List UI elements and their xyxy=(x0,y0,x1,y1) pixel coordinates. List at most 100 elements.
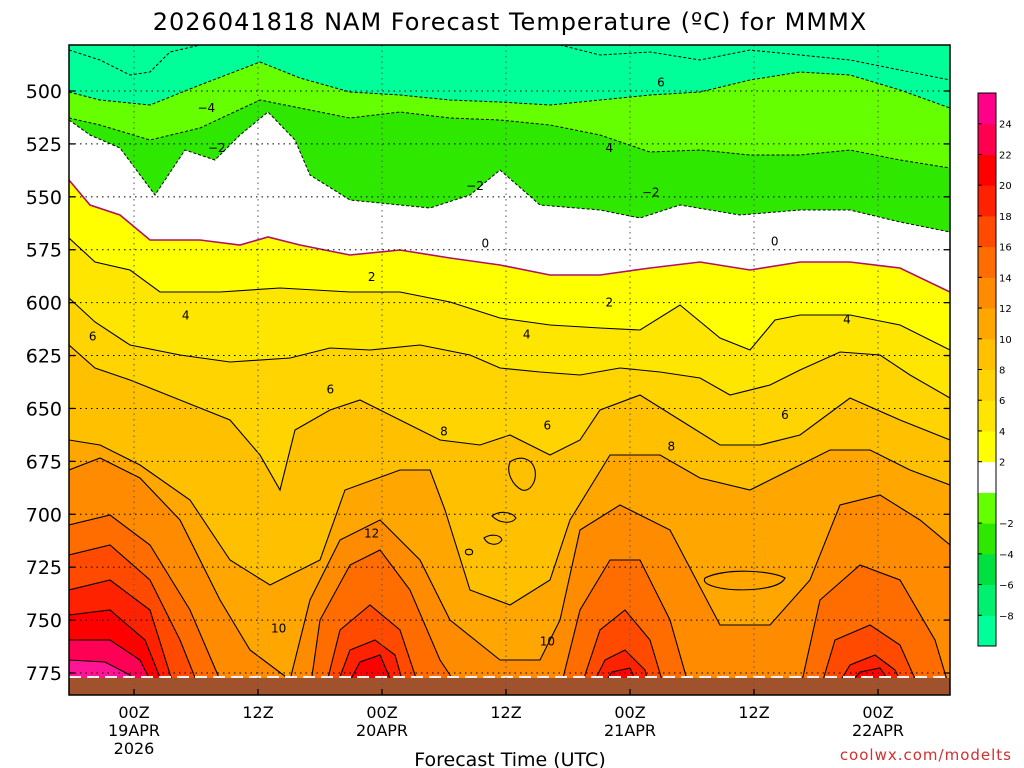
colorbar-label-13: −4 xyxy=(999,550,1014,561)
contour-label-12: 4 xyxy=(843,313,851,327)
y-tick-label-525: 525 xyxy=(26,134,62,156)
contour-2 xyxy=(69,237,950,351)
y-tick-label-675: 675 xyxy=(26,451,62,473)
y-tick-label-625: 625 xyxy=(26,346,62,368)
contour-label-11: 4 xyxy=(523,327,531,341)
contour-12 xyxy=(69,514,950,691)
colorbar-label-10: 4 xyxy=(999,427,1005,438)
band-fill-10-12 xyxy=(69,458,950,695)
contour-8-island-4 xyxy=(464,548,474,556)
contour-8 xyxy=(69,439,950,606)
x-axis-label: Forecast Time (UTC) xyxy=(414,749,605,768)
colorbar-label-8: 8 xyxy=(999,366,1005,377)
colorbar-swatch-1 xyxy=(978,584,996,616)
contour-label-14: 6 xyxy=(327,382,335,396)
colorbar-swatch-3 xyxy=(978,523,996,555)
x-tick-label-3: 12Z xyxy=(490,703,521,722)
contour-label-1: −4 xyxy=(197,101,215,115)
colorbar-swatch-10 xyxy=(978,308,996,340)
y-tick-label-775: 775 xyxy=(26,663,62,685)
contour-zero xyxy=(69,179,950,293)
colorbar-label-15: −8 xyxy=(999,611,1014,622)
colorbar-swatch-9 xyxy=(978,338,996,370)
contour-8-island-3 xyxy=(483,534,503,545)
colorbar-label-7: 10 xyxy=(999,335,1012,346)
x-tick-label-2: 00Z xyxy=(366,703,397,722)
contour-label-10: 4 xyxy=(182,308,190,322)
y-tick-label-700: 700 xyxy=(26,504,62,526)
colorbar-label-11: 2 xyxy=(999,458,1005,469)
contour-label-20: 10 xyxy=(271,622,286,636)
y-tick-label-650: 650 xyxy=(26,398,62,420)
contour-label-8: 2 xyxy=(368,270,376,284)
x-tick-label-4: 00Z xyxy=(614,703,645,722)
x-tick-year-0: 2026 xyxy=(114,739,155,758)
contour-label-9: 2 xyxy=(606,296,614,310)
colorbar-swatch-16 xyxy=(978,123,996,155)
colorbar-swatch-15 xyxy=(978,154,996,186)
y-tick-label-550: 550 xyxy=(26,187,62,209)
x-tick-date-4: 21APR xyxy=(604,721,656,740)
colorbar-label-0: 24 xyxy=(999,120,1012,131)
colorbar: 24 22 20 18 16 14 12 10 8 6 4 2 −2 −4 −6 −8 xyxy=(977,92,1014,647)
colorbar-swatch-14 xyxy=(978,185,996,217)
contour-label-16: 6 xyxy=(781,408,789,422)
y-tick-label-500: 500 xyxy=(26,81,62,103)
contour-label-0: 6 xyxy=(657,76,665,90)
plot-frame xyxy=(68,44,951,696)
contour-label-2: 4 xyxy=(606,141,614,155)
x-tick-date-0: 19APR xyxy=(108,721,160,740)
contour-label-17: 8 xyxy=(440,425,448,439)
contour-10 xyxy=(69,457,950,681)
colorbar-swatch-7 xyxy=(978,400,996,432)
colorbar-label-9: 6 xyxy=(999,396,1005,407)
contour-6-upper xyxy=(69,45,950,81)
contour-label-6: 0 xyxy=(482,236,490,250)
contour-minus-2 xyxy=(69,99,950,169)
y-tick-label-600: 600 xyxy=(26,293,62,315)
contour-label-5: −2 xyxy=(642,186,660,200)
colorbar-label-6: 12 xyxy=(999,304,1012,315)
contour-labels: 6 −4 4 −2 −2 −2 0 0 2 2 4 4 4 6 6 6 6 8 8 12 10 10 xyxy=(89,76,851,649)
contour-label-13: 6 xyxy=(89,329,97,343)
watermark: coolwx.com/modelts xyxy=(840,746,1012,764)
contour-8-island-1 xyxy=(508,457,536,491)
contour-label-18: 8 xyxy=(668,440,676,454)
colorbar-swatch-8 xyxy=(978,369,996,401)
contour-label-3: −2 xyxy=(208,141,226,155)
colorbar-swatch-0 xyxy=(978,615,996,647)
colorbar-swatch-5 xyxy=(978,461,996,493)
colorbar-label-5: 14 xyxy=(999,273,1012,284)
contour-zero-edge xyxy=(69,111,950,233)
y-tick-label-750: 750 xyxy=(26,610,62,632)
colorbar-swatch-12 xyxy=(978,246,996,278)
colorbar-swatch-11 xyxy=(978,277,996,309)
colorbar-swatch-17 xyxy=(978,93,996,125)
x-tick-label-6: 00Z xyxy=(862,703,893,722)
chart-title: 2026041818 NAM Forecast Temperature (ºC)… xyxy=(153,8,867,36)
contour-label-15: 6 xyxy=(544,418,552,432)
contour-minus-4 xyxy=(69,61,950,109)
contour-label-4: −2 xyxy=(466,179,484,193)
colorbar-label-14: −6 xyxy=(999,581,1014,592)
contour-8-island-2 xyxy=(491,511,517,523)
colorbar-swatch-6 xyxy=(978,430,996,463)
x-tick-label-0: 00Z xyxy=(118,703,149,722)
ground-below-surface xyxy=(69,678,950,695)
plot-fills xyxy=(69,45,950,695)
x-tick-label-5: 12Z xyxy=(738,703,769,722)
contour-label-7: 0 xyxy=(771,234,779,248)
colorbar-label-2: 20 xyxy=(999,181,1012,192)
x-tick-date-6: 22APR xyxy=(852,721,904,740)
x-tick-label-1: 12Z xyxy=(242,703,273,722)
colorbar-swatch-2 xyxy=(978,553,996,586)
colorbar-swatch-4 xyxy=(978,492,996,524)
contour-6 xyxy=(69,344,950,492)
contour-label-21: 10 xyxy=(540,634,555,648)
x-tick-date-2: 20APR xyxy=(356,721,408,740)
contour-label-19: 12 xyxy=(364,526,379,540)
colorbar-label-1: 22 xyxy=(999,150,1012,161)
colorbar-swatch-13 xyxy=(978,215,996,248)
